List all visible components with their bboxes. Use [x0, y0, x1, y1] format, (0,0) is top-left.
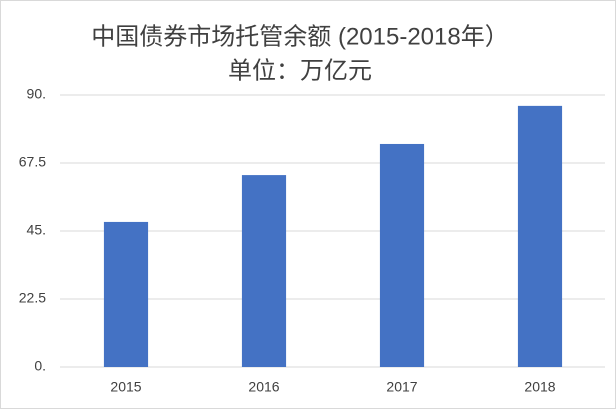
y-tick-label: 67.5 [19, 154, 46, 170]
bar [241, 175, 287, 367]
x-tick-label: 2016 [248, 379, 279, 395]
y-tick-label: 90. [27, 86, 46, 102]
y-tick-label: 22.5 [19, 290, 46, 306]
chart-title: 中国债券市场托管余额 (2015-2018年） [91, 23, 508, 50]
x-tick-label: 2017 [386, 379, 417, 395]
chart-subtitle: 单位：万亿元 [228, 57, 372, 84]
x-tick-label: 2015 [110, 379, 141, 395]
y-tick-label: 45. [27, 222, 46, 238]
y-tick-label: 0. [34, 358, 46, 374]
bar [379, 143, 425, 367]
x-tick-label: 2018 [524, 379, 555, 395]
bar [103, 221, 149, 367]
bar [517, 105, 563, 367]
